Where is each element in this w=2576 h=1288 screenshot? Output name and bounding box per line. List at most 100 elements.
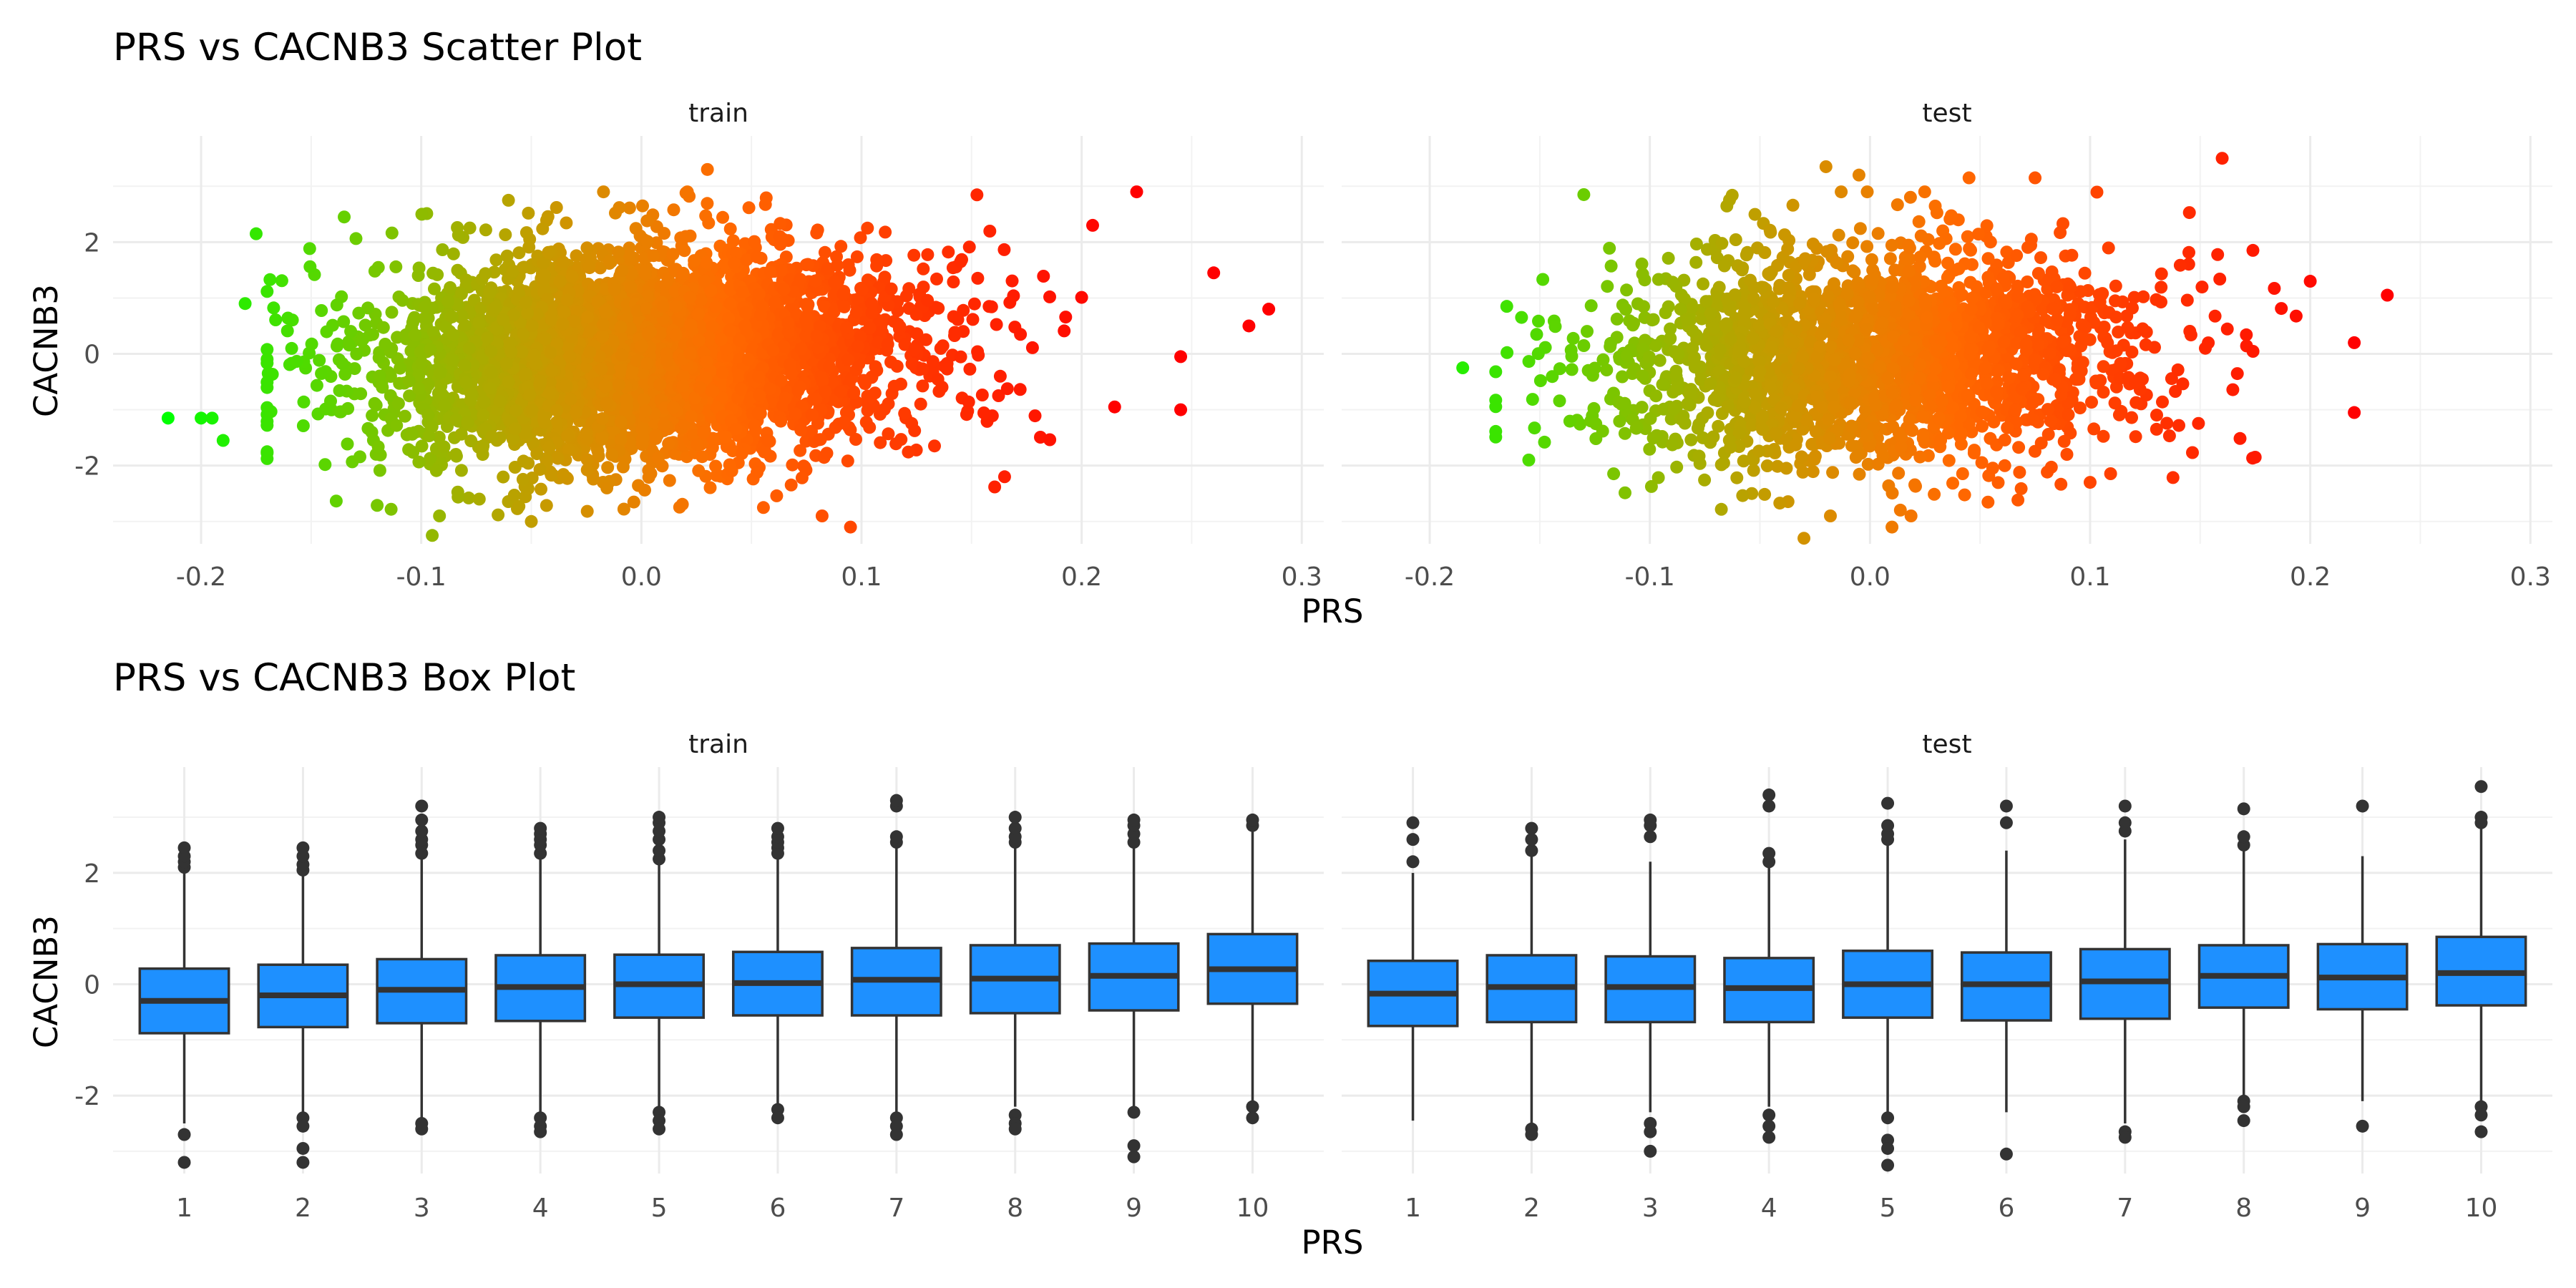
scatter-point <box>542 441 556 454</box>
scatter-point <box>285 341 298 355</box>
scatter-point <box>535 482 547 496</box>
scatter-point <box>1778 228 1791 242</box>
scatter-point <box>543 386 557 400</box>
scatter-point <box>462 341 476 355</box>
scatter-point <box>437 440 451 454</box>
scatter-point <box>834 240 848 253</box>
scatter-point <box>415 208 429 221</box>
scatter-point <box>716 210 729 224</box>
scatter-point <box>497 313 509 326</box>
scatter-point <box>942 245 955 259</box>
scatter-point <box>990 318 1003 331</box>
scatter-point <box>789 407 802 421</box>
scatter-point <box>421 409 435 422</box>
scatter-point <box>540 499 553 512</box>
scatter-point <box>861 221 874 235</box>
scatter-point <box>1013 383 1027 396</box>
scatter-point <box>761 434 774 447</box>
scatter-point <box>818 245 831 259</box>
scatter-point <box>908 343 921 356</box>
scatter-point <box>917 280 930 294</box>
scatter-point <box>854 330 867 343</box>
scatter-point <box>329 494 343 508</box>
scatter-point <box>368 264 381 278</box>
scatter-point <box>436 243 449 256</box>
scatter-point <box>507 489 521 502</box>
scatter-point <box>890 359 904 373</box>
scatter-point <box>596 412 610 425</box>
scatter-point <box>2097 321 2111 333</box>
scatter-point <box>910 327 924 341</box>
scatter-point <box>993 369 1007 383</box>
scatter-point <box>799 329 813 343</box>
scatter-point <box>536 222 550 235</box>
scatter-point <box>504 345 518 358</box>
scatter-point <box>777 283 791 296</box>
scatter-point <box>1664 412 1678 426</box>
scatter-point <box>784 358 796 371</box>
scatter-point <box>459 318 472 332</box>
scatter-point <box>512 499 526 513</box>
scatter-point <box>746 343 760 356</box>
scatter-point <box>384 389 397 402</box>
scatter-point <box>597 318 610 331</box>
scatter-point <box>828 275 841 289</box>
scatter-point <box>412 381 426 395</box>
scatter-point <box>714 333 728 346</box>
scatter-point <box>614 415 628 429</box>
scatter-point <box>596 330 610 343</box>
scatter-point <box>376 381 389 394</box>
scatter-point <box>296 419 310 432</box>
scatter-point <box>534 374 547 388</box>
scatter-point <box>522 240 536 254</box>
scatter-point <box>801 258 814 271</box>
scatter-point <box>640 357 654 370</box>
scatter-point <box>444 280 457 294</box>
scatter-point <box>1861 457 1875 471</box>
scatter-point <box>544 346 557 359</box>
scatter-point <box>1729 233 1742 246</box>
scatter-point <box>770 489 784 502</box>
scatter-point <box>694 293 708 307</box>
scatter-point <box>763 382 776 396</box>
scatter-point <box>451 221 464 234</box>
scatter-point <box>557 306 571 319</box>
scatter-point <box>391 396 405 410</box>
scatter-point <box>2246 243 2260 257</box>
scatter-point <box>1553 394 1566 408</box>
scatter-point <box>975 389 989 401</box>
scatter-point <box>723 297 737 311</box>
scatter-point <box>458 358 472 372</box>
scatter-point <box>815 509 829 522</box>
scatter-point <box>635 339 648 353</box>
scatter-point <box>753 389 766 402</box>
scatter-point <box>696 450 709 464</box>
scatter-point <box>704 284 718 297</box>
scatter-point <box>461 416 474 429</box>
scatter-point <box>823 360 836 374</box>
scatter-point <box>2127 291 2141 304</box>
scatter-point <box>605 448 619 462</box>
scatter-point <box>729 422 743 436</box>
scatter-point <box>988 480 1002 494</box>
scatter-point <box>372 351 386 364</box>
scatter-point <box>793 380 806 394</box>
scatter-point <box>818 300 831 313</box>
scatter-point <box>376 321 390 334</box>
scatter-point <box>774 263 788 277</box>
scatter-point <box>2155 280 2168 294</box>
scatter-point <box>570 406 583 419</box>
scatter-point <box>683 346 697 360</box>
scatter-point <box>740 253 753 266</box>
scatter-point <box>438 399 451 412</box>
scatter-point <box>507 308 520 322</box>
scatter-point <box>940 362 954 376</box>
x-tick-label: 0.3 <box>1282 562 1322 592</box>
scatter-point <box>851 340 864 353</box>
scatter-point <box>831 258 844 272</box>
scatter-point <box>691 438 704 452</box>
scatter-point <box>342 338 356 352</box>
scatter-point <box>644 467 658 480</box>
scatter-point <box>864 297 878 310</box>
scatter-point <box>161 411 175 425</box>
